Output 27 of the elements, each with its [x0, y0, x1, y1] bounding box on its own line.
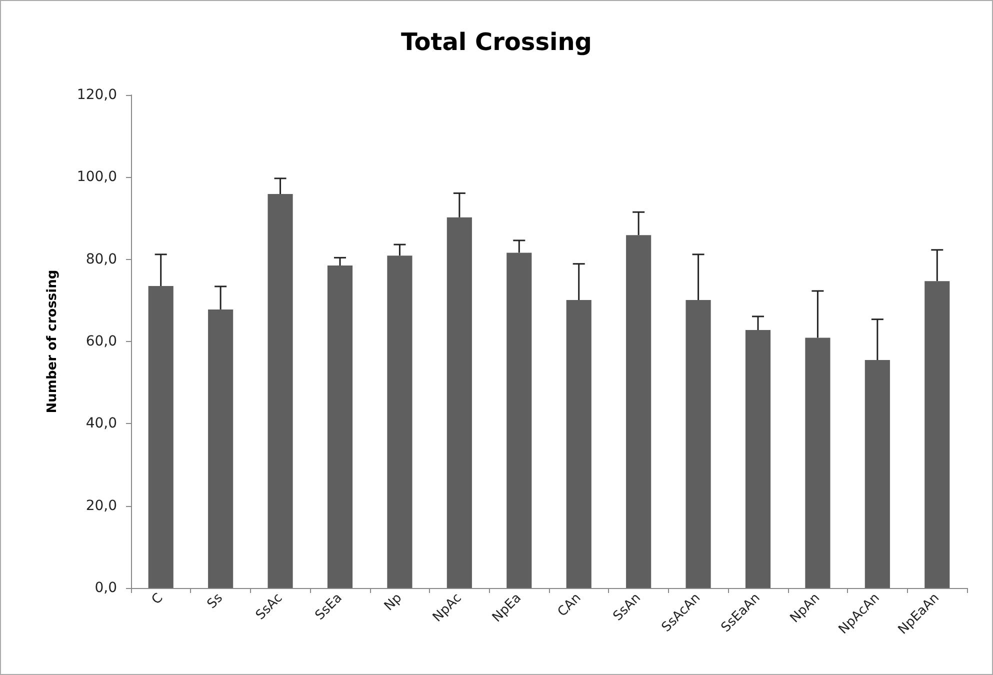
bar: [745, 330, 771, 588]
bar: [686, 300, 711, 588]
y-tick-label: 60,0: [86, 334, 117, 350]
y-tick-label: 40,0: [86, 416, 117, 432]
bar: [268, 194, 293, 588]
bar: [387, 256, 412, 588]
y-axis-title: Number of crossing: [45, 270, 60, 414]
x-tick-label: Np: [382, 590, 406, 614]
x-tick-label: C: [149, 590, 166, 608]
y-tick-label: 0,0: [94, 580, 117, 596]
bar: [924, 281, 950, 588]
bar: [148, 286, 174, 588]
bar: [626, 235, 652, 588]
x-tick-label: Ss: [204, 590, 226, 612]
y-tick-label: 100,0: [76, 169, 117, 186]
bar: [506, 252, 532, 588]
bar: [566, 300, 592, 588]
y-tick-label: 20,0: [86, 498, 117, 514]
bar: [446, 217, 472, 588]
x-tick-label: CAn: [555, 590, 584, 620]
y-tick-label: 120,0: [76, 87, 117, 103]
bar: [208, 309, 234, 588]
bar: [805, 338, 830, 588]
y-tick-label: 80,0: [86, 251, 117, 268]
chart-title: Total Crossing: [401, 28, 592, 56]
bar: [327, 265, 353, 588]
bar: [864, 360, 890, 588]
